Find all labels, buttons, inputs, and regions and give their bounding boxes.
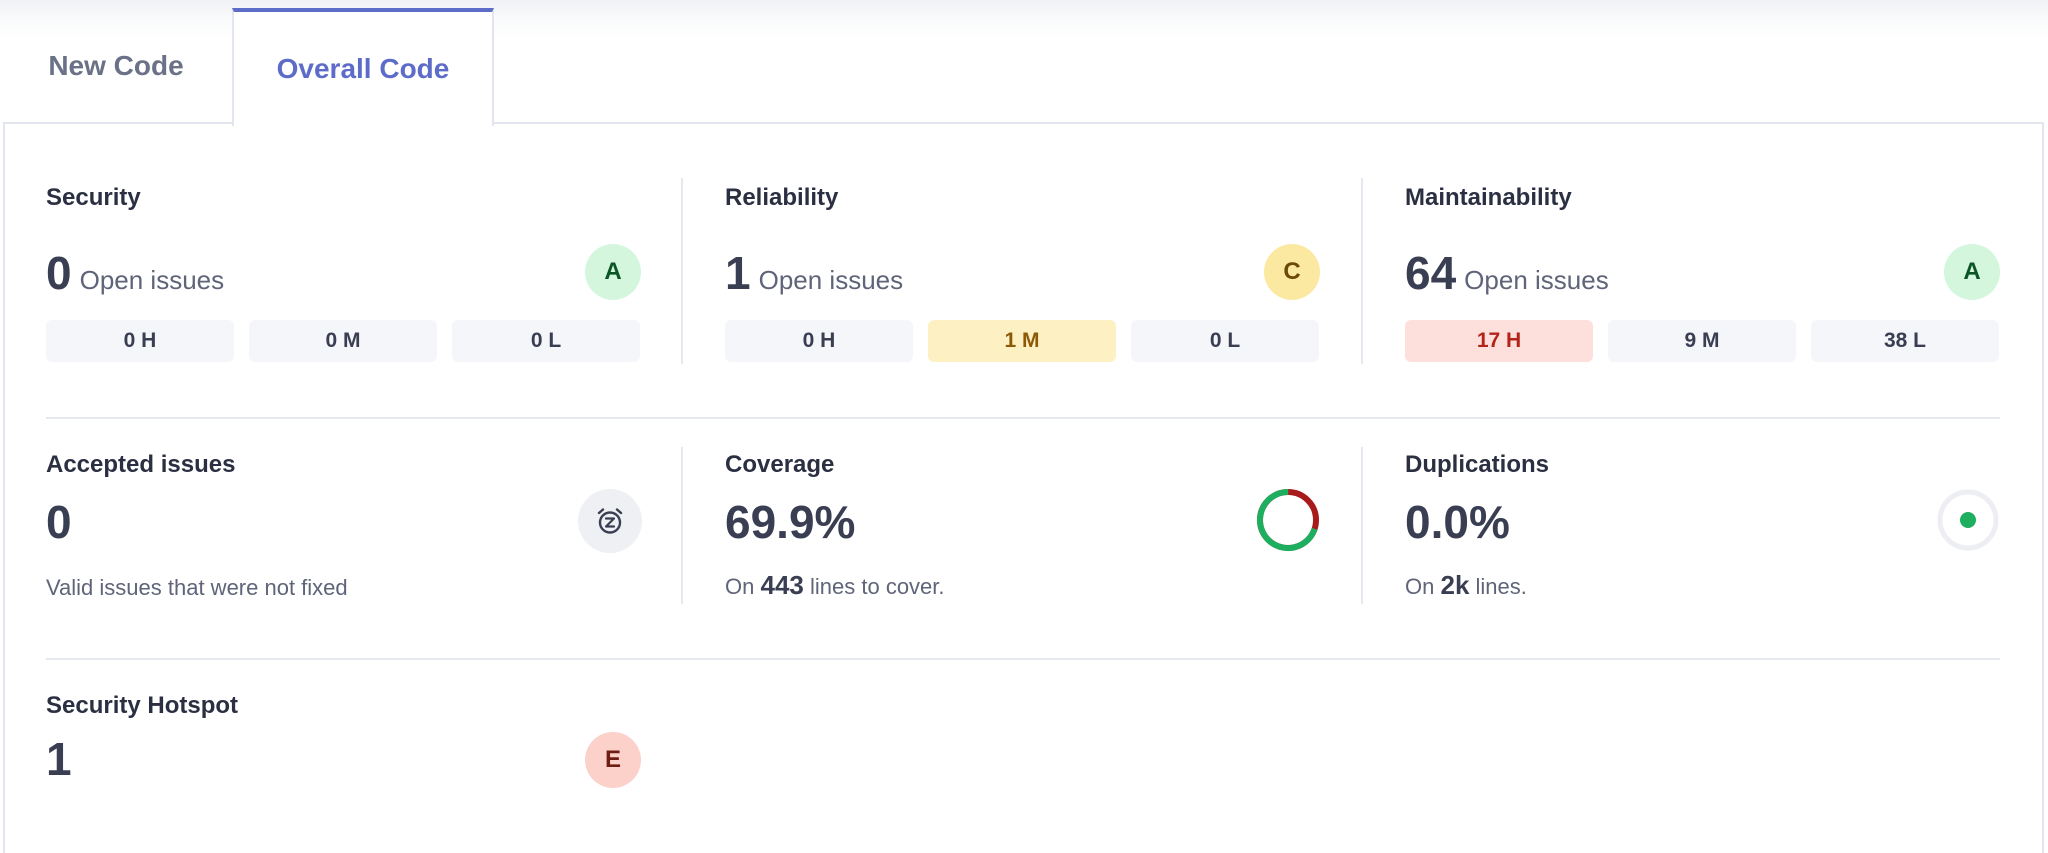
security-open-issues[interactable]: 0 Open issues — [46, 250, 224, 296]
security-hotspot-count[interactable]: 1 — [46, 733, 72, 785]
maintainability-rating-badge[interactable]: A — [1944, 244, 2000, 300]
reliability-title: Reliability — [725, 184, 839, 211]
maintainability-severity-row: 17 H 9 M 38 L — [1405, 320, 1999, 362]
overall-code-panel — [3, 122, 2044, 853]
reliability-low-button[interactable]: 0 L — [1131, 320, 1319, 362]
open-issues-label: Open issues — [1464, 265, 1609, 295]
tab-new-code[interactable]: New Code — [48, 50, 184, 81]
security-rating-badge[interactable]: A — [585, 244, 641, 300]
coverage-title: Coverage — [725, 451, 835, 478]
accepted-issues-description: Valid issues that were not fixed — [46, 575, 348, 600]
divider — [681, 178, 683, 364]
open-issues-label: Open issues — [758, 265, 904, 295]
duplications-suffix: lines. — [1475, 574, 1527, 599]
reliability-rating-badge[interactable]: C — [1264, 244, 1320, 300]
duplications-lines-link[interactable]: 2k — [1440, 570, 1470, 600]
maintainability-high-button[interactable]: 17 H — [1405, 320, 1593, 362]
maintainability-title: Maintainability — [1405, 184, 1572, 211]
security-card[interactable]: Security 0 Open issues A 0 H 0 M 0 L — [46, 184, 642, 364]
maintainability-open-issues[interactable]: 64 Open issues — [1405, 250, 1609, 296]
maintainability-medium-button[interactable]: 9 M — [1608, 320, 1796, 362]
snooze-alarm-icon — [578, 489, 642, 553]
duplications-indicator — [1937, 489, 1999, 551]
duplications-lines-text: On 2k lines. — [1405, 570, 1527, 601]
maintainability-count: 64 — [1405, 247, 1457, 299]
reliability-severity-row: 0 H 1 M 0 L — [725, 320, 1319, 362]
security-hotspot-rating-badge[interactable]: E — [585, 732, 641, 788]
security-hotspot-card[interactable]: Security Hotspot 1 E — [46, 692, 642, 792]
duplications-prefix: On — [1405, 574, 1435, 599]
reliability-count: 1 — [725, 247, 751, 299]
row-divider — [46, 658, 2000, 660]
tab-overall-code[interactable]: Overall Code — [232, 8, 494, 126]
open-issues-label: Open issues — [79, 265, 225, 295]
security-high-button[interactable]: 0 H — [46, 320, 234, 362]
reliability-medium-button[interactable]: 1 M — [928, 320, 1116, 362]
duplications-card[interactable]: Duplications 0.0% On 2k lines. — [1405, 451, 2001, 611]
maintainability-low-button[interactable]: 38 L — [1811, 320, 1999, 362]
accepted-issues-count[interactable]: 0 — [46, 496, 72, 548]
reliability-card[interactable]: Reliability 1 Open issues C 0 H 1 M 0 L — [725, 184, 1321, 364]
row-divider — [46, 417, 2000, 419]
security-medium-button[interactable]: 0 M — [249, 320, 437, 362]
coverage-card[interactable]: Coverage 69.9% On 443 lines to cover. — [725, 451, 1321, 611]
coverage-value[interactable]: 69.9% — [725, 496, 856, 548]
security-hotspot-title: Security Hotspot — [46, 692, 239, 719]
divider — [1361, 178, 1363, 364]
security-low-button[interactable]: 0 L — [452, 320, 640, 362]
coverage-prefix: On — [725, 574, 755, 599]
maintainability-card[interactable]: Maintainability 64 Open issues A 17 H 9 M… — [1405, 184, 2001, 364]
reliability-high-button[interactable]: 0 H — [725, 320, 913, 362]
accepted-issues-title: Accepted issues — [46, 451, 236, 478]
accepted-issues-card[interactable]: Accepted issues 0 Valid issues that were… — [46, 451, 642, 611]
divider — [681, 447, 683, 604]
duplications-title: Duplications — [1405, 451, 1550, 478]
coverage-donut-chart — [1257, 489, 1319, 551]
security-title: Security — [46, 184, 141, 211]
security-count: 0 — [46, 247, 72, 299]
coverage-suffix: lines to cover. — [810, 574, 945, 599]
reliability-open-issues[interactable]: 1 Open issues — [725, 250, 903, 296]
security-severity-row: 0 H 0 M 0 L — [46, 320, 640, 362]
coverage-covered-arc — [1257, 489, 1319, 551]
divider — [1361, 447, 1363, 604]
duplications-value[interactable]: 0.0% — [1405, 496, 1510, 548]
coverage-lines-text: On 443 lines to cover. — [725, 570, 945, 601]
coverage-lines-link[interactable]: 443 — [760, 570, 804, 600]
